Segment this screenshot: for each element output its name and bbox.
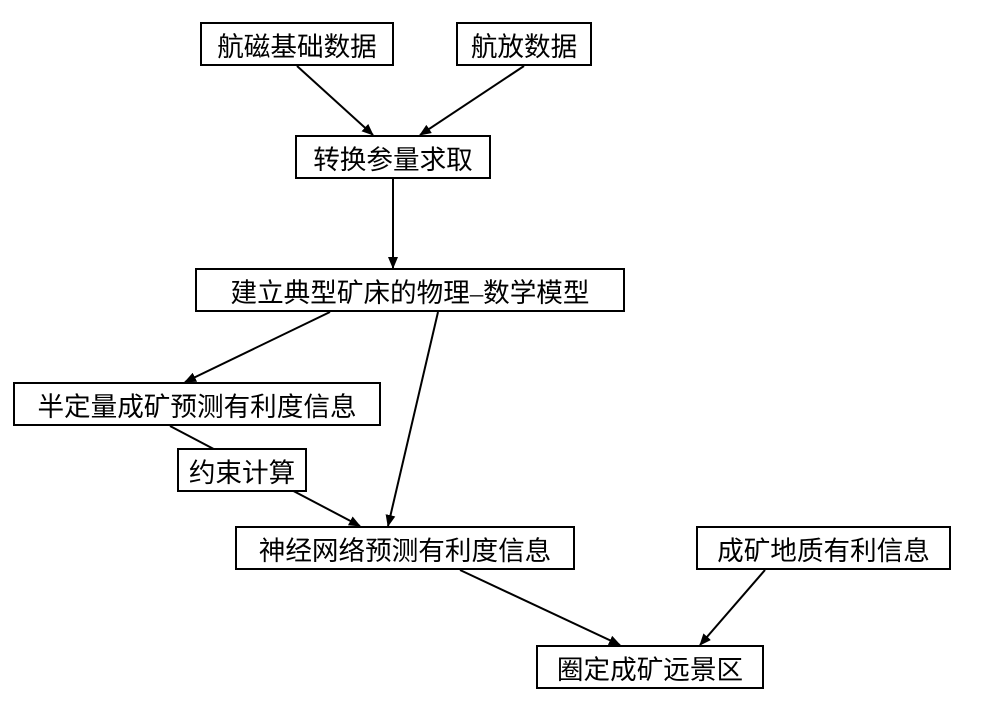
node-semi: 半定量成矿预测有利度信息: [13, 382, 381, 426]
edge-model-to-semi: [185, 312, 330, 382]
node-label: 转换参量求取: [313, 138, 473, 177]
node-label: 建立典型矿床的物理–数学模型: [230, 271, 589, 310]
node-label: 圈定成矿远景区: [557, 648, 743, 687]
node-label: 成矿地质有利信息: [717, 529, 930, 568]
edge-model-to-neural: [388, 312, 438, 526]
node-label: 神经网络预测有利度信息: [259, 529, 552, 568]
edge-aerorad-to-transform: [420, 66, 524, 135]
node-model: 建立典型矿床的物理–数学模型: [195, 268, 625, 312]
node-label: 航放数据: [471, 25, 577, 64]
node-label: 半定量成矿预测有利度信息: [37, 385, 356, 424]
node-constrain: 约束计算: [177, 448, 307, 492]
node-neural: 神经网络预测有利度信息: [235, 526, 575, 570]
edge-aeromag-to-transform: [297, 66, 373, 135]
node-aerorad: 航放数据: [456, 22, 592, 66]
node-transform: 转换参量求取: [295, 135, 491, 179]
node-aeromag: 航磁基础数据: [200, 22, 394, 66]
node-final: 圈定成矿远景区: [536, 645, 764, 689]
edge-neural-to-final: [460, 570, 620, 645]
node-label: 航磁基础数据: [217, 25, 377, 64]
edge-geo-to-final: [700, 570, 765, 645]
flowchart-canvas: 航磁基础数据 航放数据转换参量求取建立典型矿床的物理–数学模型半定量成矿预测有利度…: [0, 0, 1000, 708]
flowchart-edges: [0, 0, 1000, 708]
node-geo: 成矿地质有利信息: [696, 526, 951, 570]
node-label: 约束计算: [189, 451, 295, 490]
